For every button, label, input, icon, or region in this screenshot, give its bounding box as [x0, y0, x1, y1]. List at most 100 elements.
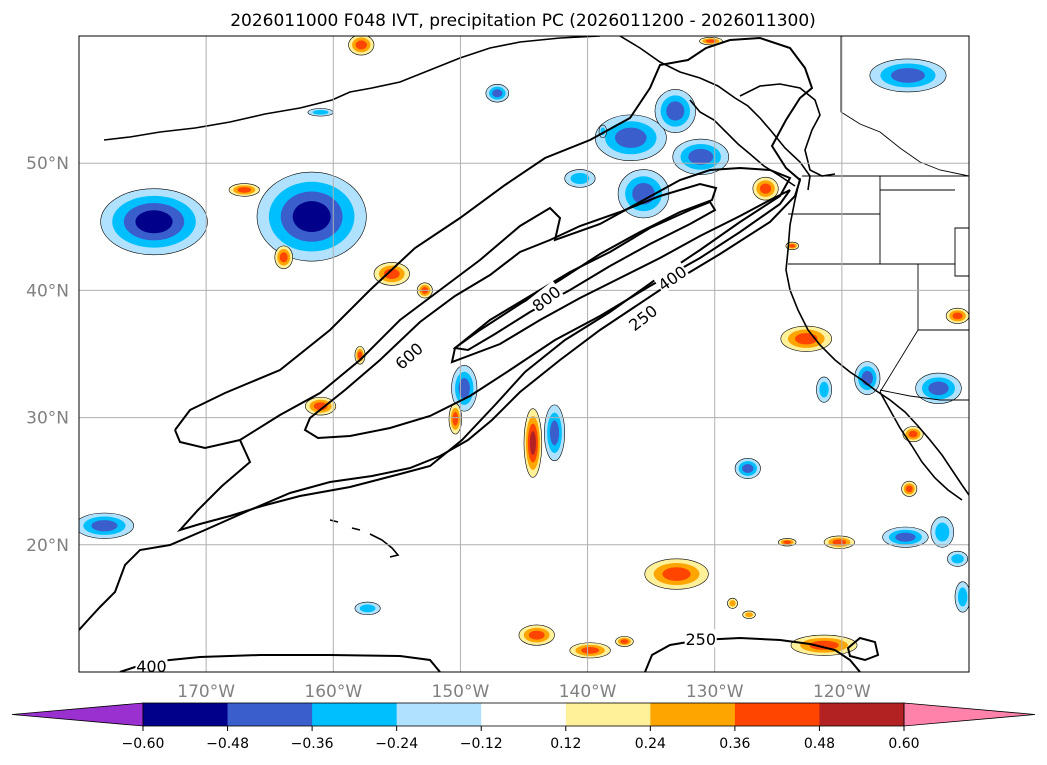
colorbar-tick-label: 0.48 — [804, 736, 835, 752]
lon-tick-label: 140°W — [559, 682, 617, 702]
precip-shell — [688, 148, 714, 165]
colorbar-tick-label: −0.24 — [375, 736, 418, 752]
precip-shell — [529, 431, 536, 455]
precip-region-20 — [354, 601, 381, 616]
precip-region-34 — [569, 642, 611, 659]
coastline-baja — [879, 391, 963, 501]
precip-shell — [292, 201, 331, 233]
colorbar-tick-label: −0.12 — [460, 736, 503, 752]
precip-region-37 — [823, 535, 855, 549]
precip-shell — [237, 187, 252, 193]
precip-region-30 — [523, 408, 543, 478]
contour-label-bg — [653, 260, 690, 294]
contour-label: 250 — [685, 630, 716, 649]
precip-region-26 — [274, 245, 293, 270]
precip-region-28 — [305, 396, 337, 416]
lat-tick-label: 20°N — [26, 536, 69, 556]
contour-label-bg — [684, 629, 717, 648]
precip-region-5 — [654, 89, 696, 133]
lat-tick-label: 40°N — [26, 281, 69, 301]
precip-shell — [957, 587, 968, 607]
precip-shell — [895, 532, 916, 542]
colorbar-extend-high — [903, 702, 1036, 727]
precip-shell — [528, 630, 545, 640]
precip-shell — [357, 351, 363, 360]
colorbar-tick-label: −0.48 — [206, 736, 249, 752]
precip-shell — [135, 210, 173, 234]
ivt-contour-250-closure — [174, 429, 241, 450]
precip-shell — [935, 522, 950, 542]
precip-region-0 — [100, 188, 208, 256]
precip-shell — [581, 646, 600, 654]
precip-region-32 — [644, 558, 709, 590]
precip-region-40 — [902, 426, 924, 443]
colorbar-tick-label: 0.36 — [719, 736, 750, 752]
precip-shell — [832, 539, 847, 546]
colorbar-frame — [142, 702, 905, 727]
plot-background — [79, 36, 969, 672]
border-states — [788, 176, 969, 393]
precip-shell — [742, 463, 754, 474]
precip-shell — [809, 640, 839, 650]
precip-shell — [312, 109, 329, 115]
colorbar-bin — [650, 703, 736, 726]
precip-shell — [819, 381, 829, 398]
colorbar-bin — [819, 703, 905, 726]
lon-tick-label: 130°W — [686, 682, 744, 702]
lon-tick-label: 170°W — [177, 682, 235, 702]
precip-shell — [789, 244, 796, 248]
colorbar-tick-label: 0.24 — [635, 736, 666, 752]
precip-shell — [355, 40, 367, 50]
ivt-contour-250-south — [644, 636, 861, 672]
colorbar: −0.60 −0.48 −0.36 −0.24 −0.12 0.12 0.24 0.36 0.4… — [11, 702, 1036, 752]
precip-region-17 — [79, 512, 134, 539]
coastline-alaska — [103, 36, 601, 141]
precip-region-35 — [615, 636, 634, 647]
coastline-hawaii — [329, 519, 400, 558]
precip-shell — [452, 412, 459, 426]
precip-shell — [359, 604, 376, 613]
precip-region-33 — [518, 624, 555, 646]
precip-shell — [313, 402, 328, 411]
precip-shell — [745, 612, 753, 618]
precip-region-44 — [348, 36, 375, 56]
coastline-northwest-canada — [739, 83, 836, 177]
contour-label: 400 — [136, 657, 167, 676]
colorbar-bin — [143, 703, 229, 726]
precip-shell — [614, 127, 647, 148]
precip-shell — [928, 381, 949, 396]
colorbar-tick-label: −0.36 — [291, 736, 334, 752]
colorbar-bin — [396, 703, 482, 726]
colorbar-tick-label: 0.60 — [888, 736, 919, 752]
precip-shell — [908, 430, 918, 438]
precip-shell — [632, 182, 655, 205]
precip-shell — [729, 600, 736, 607]
precip-region-9 — [854, 361, 881, 396]
precip-region-13 — [882, 526, 929, 548]
contour-label-bg — [624, 299, 661, 334]
ivt-contour-800 — [452, 200, 717, 352]
axis-tick-labels: 20°N 30°N 40°N 50°N 170°W 160°W 150°W 140°W 130°… — [26, 154, 871, 702]
contour-label-bg — [135, 655, 168, 674]
precip-region-3 — [564, 169, 596, 188]
ivt-contour-small-loop — [846, 636, 880, 662]
precip-shell — [279, 252, 288, 263]
precip-region-31 — [780, 325, 832, 352]
precip-shell — [662, 567, 691, 581]
colorbar-bin — [565, 703, 651, 726]
precip-region-36 — [790, 634, 858, 656]
precip-region-47 — [727, 597, 738, 609]
lon-tick-label: 120°W — [813, 682, 871, 702]
precip-shell — [458, 378, 470, 399]
chart-title: 2026011000 F048 IVT, precipitation PC (2… — [230, 11, 816, 31]
precip-shell — [492, 89, 503, 98]
coastlines-and-borders — [103, 36, 969, 558]
precip-shell — [620, 639, 629, 644]
precip-region-45 — [752, 176, 779, 201]
precip-region-8 — [869, 58, 947, 93]
lon-tick-label: 160°W — [304, 682, 362, 702]
precip-region-23 — [373, 262, 410, 286]
precip-region-27 — [354, 346, 366, 365]
ivt-contour-400 — [176, 166, 792, 532]
